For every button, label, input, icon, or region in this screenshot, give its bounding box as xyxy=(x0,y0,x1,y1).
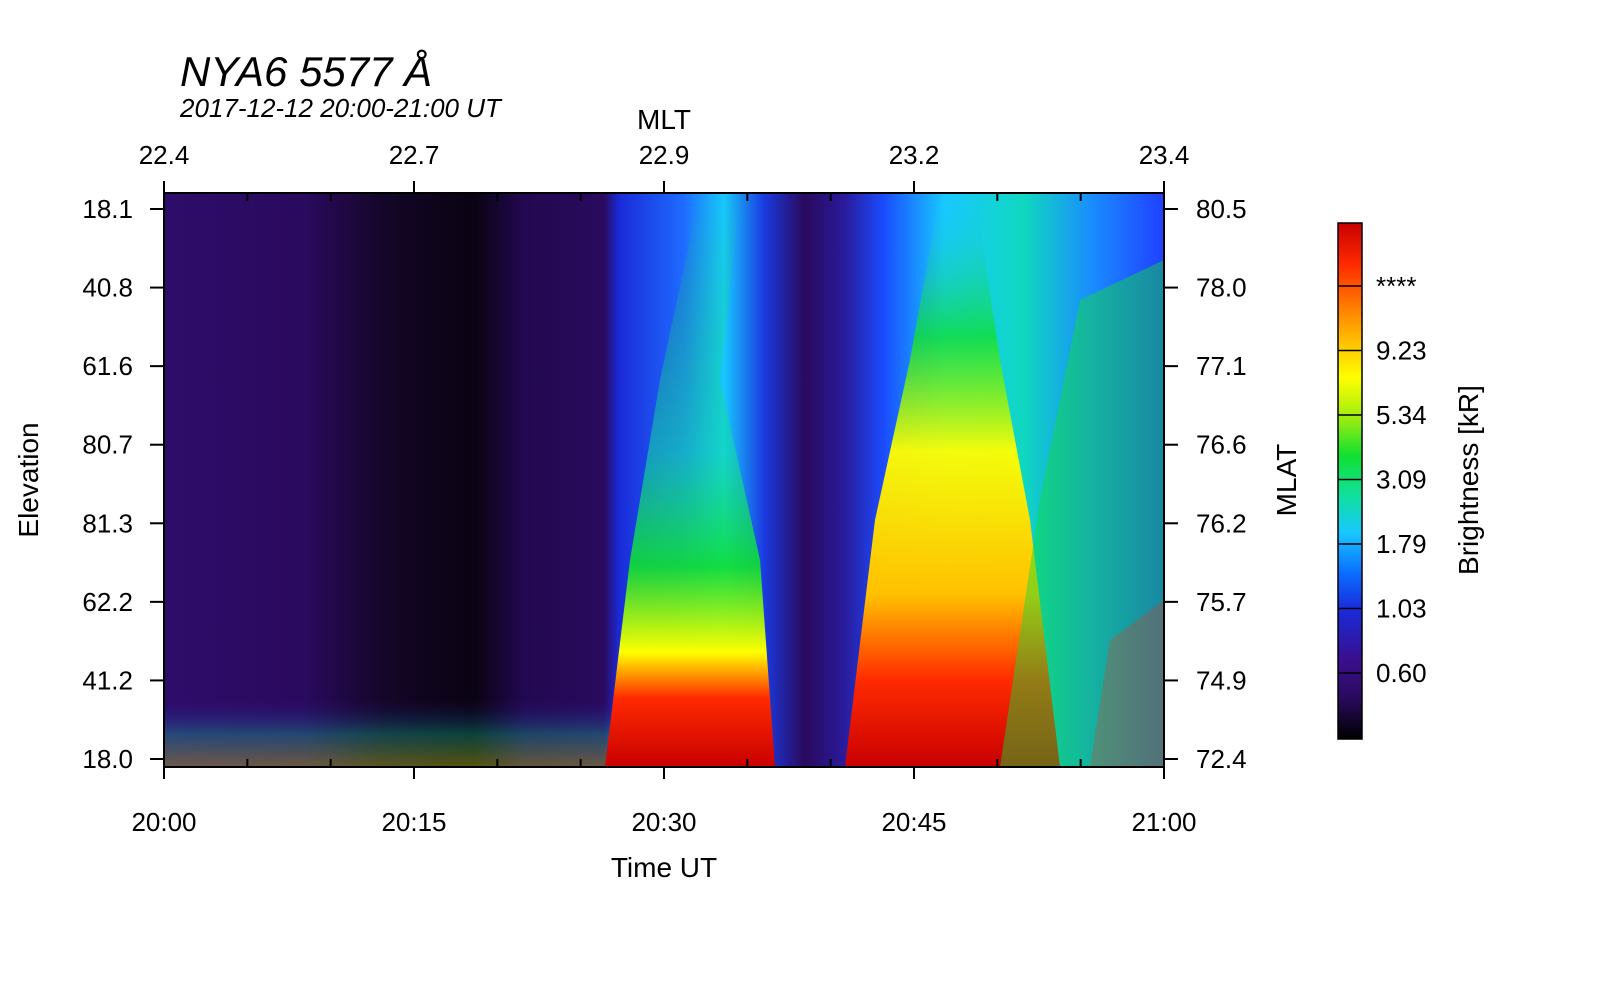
auroral-arc-1 xyxy=(605,193,775,767)
y-right-tick-label: 78.0 xyxy=(1196,273,1247,303)
colorbar-tick-label: 5.34 xyxy=(1376,400,1427,430)
y-right-tick-label: 74.9 xyxy=(1196,665,1247,695)
x-tick-label: 20:30 xyxy=(631,807,696,837)
keogram-image xyxy=(164,193,1164,767)
y-right-axis-ticks: 80.5 78.0 77.1 76.6 76.2 75.7 74.9 72.4 xyxy=(1164,194,1247,774)
x-top-axis-ticks: 22.4 22.7 22.9 23.2 23.4 xyxy=(139,140,1190,201)
x-tick-label: 21:00 xyxy=(1131,807,1196,837)
x-axis-label: Time UT xyxy=(611,852,717,883)
y-tick-label: 61.6 xyxy=(82,351,133,381)
x-top-tick-label: 22.9 xyxy=(639,140,690,170)
auroral-arc-2 xyxy=(845,193,1060,767)
y-tick-label: 40.8 xyxy=(82,273,133,303)
colorbar-label: Brightness [kR] xyxy=(1453,385,1484,575)
y-axis-ticks: 18.1 40.8 61.6 80.7 81.3 62.2 41.2 18.0 xyxy=(82,194,164,774)
y-tick-label: 80.7 xyxy=(82,430,133,460)
x-top-tick-label: 23.4 xyxy=(1139,140,1190,170)
x-top-axis-label: MLT xyxy=(637,104,691,135)
y-right-tick-label: 76.6 xyxy=(1196,430,1247,460)
colorbar-tick-label: 3.09 xyxy=(1376,465,1427,495)
colorbar-tick-label: 1.03 xyxy=(1376,594,1427,624)
y-axis-label: Elevation xyxy=(13,422,44,537)
y-right-tick-label: 77.1 xyxy=(1196,351,1247,381)
y-right-tick-label: 80.5 xyxy=(1196,194,1247,224)
x-top-tick-label: 23.2 xyxy=(889,140,940,170)
x-tick-label: 20:15 xyxy=(381,807,446,837)
y-tick-label: 62.2 xyxy=(82,587,133,617)
colorbar-tick-label: **** xyxy=(1376,271,1416,301)
chart-title: NYA6 5577 Å xyxy=(180,48,432,95)
y-right-tick-label: 75.7 xyxy=(1196,587,1247,617)
x-top-tick-label: 22.4 xyxy=(139,140,190,170)
colorbar xyxy=(1337,222,1363,740)
x-top-tick-label: 22.7 xyxy=(389,140,440,170)
y-tick-label: 18.1 xyxy=(82,194,133,224)
y-tick-label: 18.0 xyxy=(82,744,133,774)
y-right-tick-label: 72.4 xyxy=(1196,744,1247,774)
y-right-axis-label: MLAT xyxy=(1271,444,1302,517)
colorbar-tick-label: 9.23 xyxy=(1376,336,1427,366)
colorbar-ticks: **** 9.23 5.34 3.09 1.79 1.03 0.60 xyxy=(1338,271,1427,688)
x-tick-label: 20:00 xyxy=(131,807,196,837)
x-axis-ticks: 20:00 20:15 20:30 20:45 21:00 xyxy=(131,759,1197,837)
chart-subtitle: 2017-12-12 20:00-21:00 UT xyxy=(179,93,503,123)
y-tick-label: 41.2 xyxy=(82,665,133,695)
y-tick-label: 81.3 xyxy=(82,508,133,538)
x-tick-label: 20:45 xyxy=(881,807,946,837)
y-right-tick-label: 76.2 xyxy=(1196,508,1247,538)
colorbar-tick-label: 0.60 xyxy=(1376,658,1427,688)
colorbar-tick-label: 1.79 xyxy=(1376,529,1427,559)
